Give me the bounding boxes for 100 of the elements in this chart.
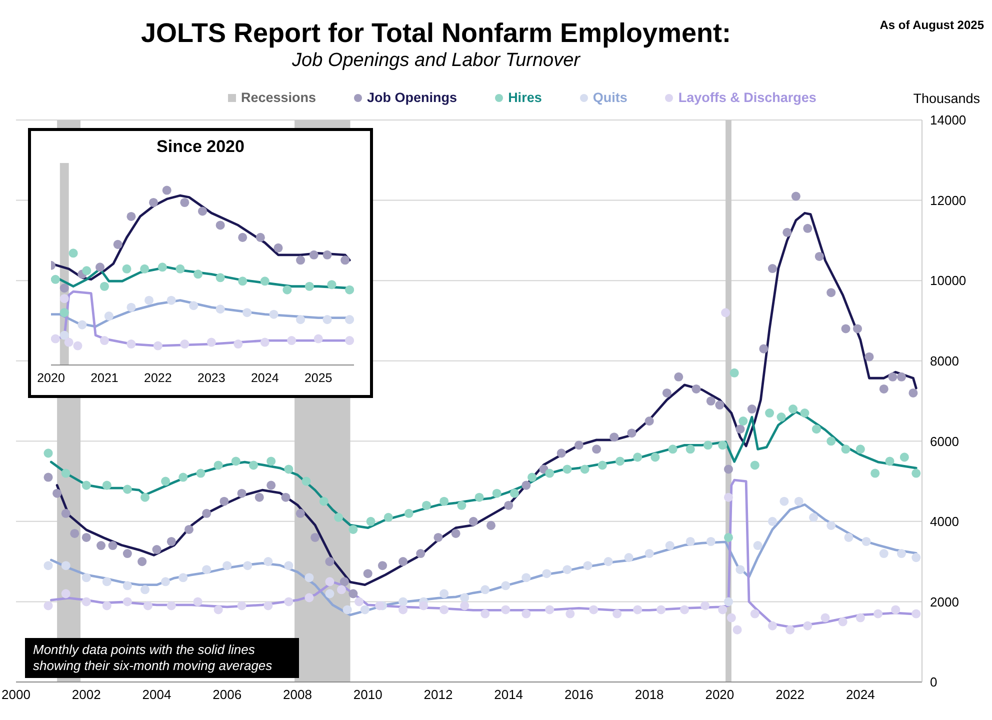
legend-label: Hires bbox=[508, 90, 542, 105]
point bbox=[237, 601, 246, 610]
point bbox=[319, 496, 328, 506]
point bbox=[266, 456, 276, 466]
point bbox=[144, 296, 154, 305]
point bbox=[724, 532, 733, 542]
point bbox=[194, 270, 203, 279]
point bbox=[216, 304, 225, 314]
point bbox=[812, 424, 821, 434]
x-tick-label: 2004 bbox=[142, 687, 172, 702]
y-tick-label: 10000 bbox=[930, 273, 966, 288]
point bbox=[189, 301, 198, 310]
point bbox=[668, 444, 678, 454]
point bbox=[284, 561, 294, 570]
point bbox=[96, 262, 105, 272]
point bbox=[60, 294, 69, 304]
point bbox=[844, 532, 854, 542]
point bbox=[287, 336, 296, 346]
point bbox=[214, 605, 223, 614]
point bbox=[260, 276, 270, 286]
point bbox=[803, 621, 812, 630]
y-tick-label: 2000 bbox=[930, 594, 959, 610]
x-tick-label: 2016 bbox=[564, 687, 594, 702]
point bbox=[304, 593, 314, 602]
point bbox=[348, 524, 358, 534]
point bbox=[178, 472, 188, 482]
point bbox=[686, 536, 695, 546]
x-tick-label: 2020 bbox=[705, 687, 734, 702]
point bbox=[398, 597, 408, 606]
point bbox=[44, 561, 53, 570]
point bbox=[202, 565, 212, 574]
point bbox=[78, 320, 87, 330]
point bbox=[706, 536, 716, 546]
point bbox=[158, 262, 167, 272]
point bbox=[73, 341, 82, 350]
text: As of August 2025 bbox=[880, 18, 984, 32]
point bbox=[126, 302, 136, 312]
point bbox=[838, 617, 848, 626]
point bbox=[216, 220, 225, 230]
point bbox=[162, 186, 172, 195]
point bbox=[768, 621, 777, 630]
point bbox=[238, 232, 248, 242]
point bbox=[148, 198, 158, 208]
point bbox=[440, 605, 449, 614]
point bbox=[166, 601, 176, 610]
point bbox=[826, 520, 836, 530]
point bbox=[598, 460, 607, 470]
point bbox=[345, 285, 354, 294]
y-tick-label: 14000 bbox=[930, 112, 966, 128]
point bbox=[143, 601, 152, 610]
point bbox=[256, 232, 265, 242]
point bbox=[589, 605, 598, 614]
point bbox=[885, 456, 894, 466]
point bbox=[440, 589, 449, 598]
x-tick-label: 2008 bbox=[283, 687, 312, 702]
x-tick-label: 2024 bbox=[250, 370, 279, 385]
point bbox=[360, 605, 370, 614]
point bbox=[841, 444, 850, 454]
point bbox=[912, 609, 921, 618]
point bbox=[126, 340, 136, 349]
point bbox=[501, 581, 510, 590]
point bbox=[580, 464, 590, 474]
x-tick-label: 2020 bbox=[37, 370, 65, 385]
point bbox=[750, 460, 760, 470]
point bbox=[750, 609, 760, 618]
point bbox=[366, 516, 376, 526]
point bbox=[624, 553, 634, 562]
point bbox=[60, 330, 69, 340]
point bbox=[214, 460, 223, 470]
x-tick-label: 2010 bbox=[353, 687, 382, 702]
point bbox=[51, 274, 60, 284]
point bbox=[68, 248, 78, 258]
y-axis-title: Thousands bbox=[913, 91, 980, 106]
point bbox=[61, 468, 70, 478]
point bbox=[686, 444, 695, 454]
point bbox=[238, 276, 248, 286]
point bbox=[650, 452, 660, 462]
x-tick-label: 2014 bbox=[494, 687, 524, 702]
point bbox=[345, 336, 354, 346]
point bbox=[753, 541, 762, 550]
point bbox=[794, 496, 804, 506]
point bbox=[140, 585, 150, 594]
point bbox=[612, 609, 622, 618]
point bbox=[419, 601, 428, 610]
point bbox=[510, 488, 519, 498]
point bbox=[562, 565, 572, 574]
point bbox=[474, 492, 484, 502]
point bbox=[912, 553, 921, 562]
point bbox=[862, 536, 871, 546]
point bbox=[718, 440, 728, 450]
point bbox=[870, 468, 880, 478]
point bbox=[820, 613, 830, 622]
point bbox=[176, 264, 185, 274]
point bbox=[242, 308, 252, 318]
y-tick-label: 8000 bbox=[930, 353, 959, 368]
point bbox=[102, 480, 112, 490]
point bbox=[44, 601, 53, 610]
point bbox=[126, 212, 136, 221]
point bbox=[460, 601, 470, 610]
point bbox=[100, 282, 109, 291]
